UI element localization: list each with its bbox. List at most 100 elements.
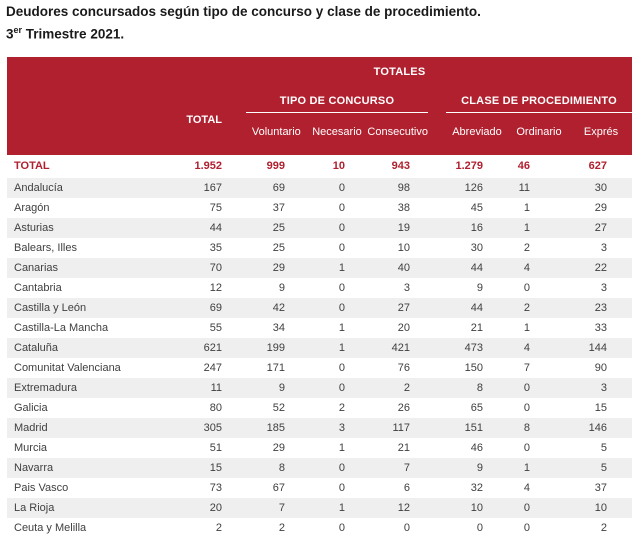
value-cell: 16 xyxy=(470,222,483,234)
tipo-subheaders: Voluntario Necesario Consecutivo xyxy=(246,126,428,138)
page-title: Deudores concursados según tipo de concu… xyxy=(6,3,481,44)
value-cell: 15 xyxy=(594,402,607,414)
value-cell: 2 xyxy=(523,242,530,254)
table-row: Canarias 70 29 1 40 44 4 22 xyxy=(7,258,632,278)
value-cell: 70 xyxy=(209,262,222,274)
region-label: Castilla y León xyxy=(14,302,87,314)
region-label: Cataluña xyxy=(14,342,59,354)
value-cell: 117 xyxy=(392,422,410,434)
value-cell: 0 xyxy=(523,382,530,394)
clase-subheaders: Abreviado Ordinario Exprés xyxy=(446,126,632,138)
value-cell: 10 xyxy=(332,160,345,172)
value-cell: 44 xyxy=(209,222,222,234)
table-body: TOTAL 1.952 999 10 943 1.279 46 627 Andalucía 167… xyxy=(7,155,632,538)
value-cell: 0 xyxy=(523,522,530,534)
value-cell: 3 xyxy=(600,282,607,294)
quarter-rest: Trimestre 2021. xyxy=(22,26,125,42)
value-cell: 30 xyxy=(470,242,483,254)
value-cell: 20 xyxy=(209,502,222,514)
value-cell: 305 xyxy=(203,422,222,434)
table-row: Comunitat Valenciana 247 171 0 76 150 7 90 xyxy=(7,358,632,378)
value-cell: 8 xyxy=(278,462,285,474)
value-cell: 46 xyxy=(470,442,483,454)
region-label: Castilla-La Mancha xyxy=(14,322,109,334)
value-cell: 38 xyxy=(397,202,410,214)
value-cell: 1 xyxy=(523,222,530,234)
value-cell: 146 xyxy=(588,422,607,434)
value-cell: 8 xyxy=(476,382,483,394)
value-cell: 0 xyxy=(338,302,345,314)
value-cell: 29 xyxy=(272,442,285,454)
value-cell: 627 xyxy=(588,160,607,172)
value-cell: 9 xyxy=(278,382,285,394)
table-row: Castilla-La Mancha 55 34 1 20 21 1 33 xyxy=(7,318,632,338)
value-cell: 1 xyxy=(338,502,345,514)
value-cell: 12 xyxy=(209,282,222,294)
header-group-tipo-de-concurso: TIPO DE CONCURSO xyxy=(279,95,395,107)
value-cell: 0 xyxy=(523,442,530,454)
value-cell: 29 xyxy=(272,262,285,274)
value-cell: 943 xyxy=(391,160,410,172)
header-group-clase-de-procedimiento: CLASE DE PROCEDIMIENTO xyxy=(461,95,617,107)
column-header-consecutivo: Consecutivo xyxy=(367,126,428,138)
value-cell: 27 xyxy=(594,222,607,234)
value-cell: 20 xyxy=(397,322,410,334)
value-cell: 98 xyxy=(397,182,410,194)
value-cell: 151 xyxy=(464,422,483,434)
value-cell: 1 xyxy=(523,462,530,474)
table-row: Aragón 75 37 0 38 45 1 29 xyxy=(7,198,632,218)
value-cell: 6 xyxy=(403,482,410,494)
value-cell: 21 xyxy=(470,322,483,334)
value-cell: 29 xyxy=(594,202,607,214)
table-row: Andalucía 167 69 0 98 126 11 30 xyxy=(7,178,632,198)
value-cell: 4 xyxy=(523,482,530,494)
column-header-necesario: Necesario xyxy=(312,126,362,138)
value-cell: 73 xyxy=(209,482,222,494)
value-cell: 1 xyxy=(338,442,345,454)
value-cell: 1.279 xyxy=(455,160,483,172)
value-cell: 3 xyxy=(338,422,345,434)
value-cell: 421 xyxy=(391,342,410,354)
table-row: Extremadura 11 9 0 2 8 0 3 xyxy=(7,378,632,398)
column-header-ordinario: Ordinario xyxy=(516,126,562,138)
value-cell: 10 xyxy=(594,502,607,514)
value-cell: 171 xyxy=(266,362,285,374)
region-label: Asturias xyxy=(14,222,54,234)
value-cell: 32 xyxy=(470,482,483,494)
header-totales: TOTALES xyxy=(373,66,426,78)
value-cell: 2 xyxy=(215,522,222,534)
value-cell: 126 xyxy=(464,182,483,194)
value-cell: 35 xyxy=(209,242,222,254)
value-cell: 37 xyxy=(272,202,285,214)
value-cell: 75 xyxy=(209,202,222,214)
value-cell: 76 xyxy=(397,362,410,374)
value-cell: 0 xyxy=(476,522,483,534)
value-cell: 0 xyxy=(338,282,345,294)
value-cell: 25 xyxy=(272,242,285,254)
table-row: Navarra 15 8 0 7 9 1 5 xyxy=(7,458,632,478)
value-cell: 11 xyxy=(210,382,222,394)
value-cell: 11 xyxy=(518,182,530,194)
region-label: Extremadura xyxy=(14,382,77,394)
region-label: Comunitat Valenciana xyxy=(14,362,121,374)
value-cell: 199 xyxy=(266,342,285,354)
value-cell: 167 xyxy=(203,182,222,194)
table-row-total: TOTAL 1.952 999 10 943 1.279 46 627 xyxy=(7,155,632,178)
value-cell: 1 xyxy=(338,262,345,274)
value-cell: 473 xyxy=(464,342,483,354)
region-label: Cantabria xyxy=(14,282,62,294)
value-cell: 2 xyxy=(278,522,285,534)
value-cell: 23 xyxy=(594,302,607,314)
value-cell: 2 xyxy=(600,522,607,534)
value-cell: 5 xyxy=(600,442,607,454)
value-cell: 34 xyxy=(272,322,285,334)
region-label: Aragón xyxy=(14,202,50,214)
statistics-table: TOTALES TOTAL TIPO DE CONCURSO Voluntari… xyxy=(7,57,632,538)
value-cell: 65 xyxy=(470,402,483,414)
table-row: Pais Vasco 73 67 0 6 32 4 37 xyxy=(7,478,632,498)
value-cell: 10 xyxy=(470,502,483,514)
value-cell: 44 xyxy=(470,262,483,274)
value-cell: 0 xyxy=(403,522,410,534)
table-row: La Rioja 20 7 1 12 10 0 10 xyxy=(7,498,632,518)
value-cell: 999 xyxy=(266,160,285,172)
